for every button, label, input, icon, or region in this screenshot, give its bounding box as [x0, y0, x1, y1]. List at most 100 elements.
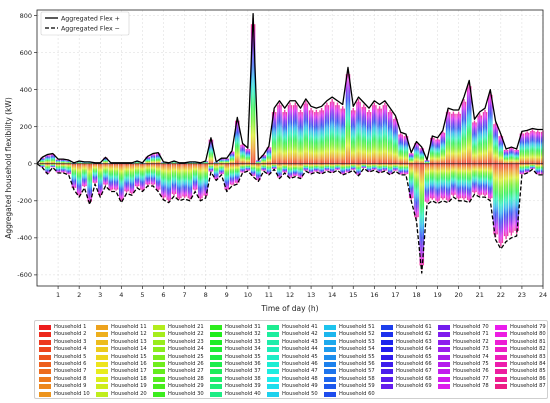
x-tick-label: 16	[370, 291, 378, 299]
legend-label: Household 7	[54, 368, 87, 375]
household-stripe-negative	[399, 163, 402, 175]
household-stripe-negative	[384, 163, 386, 171]
household-stripe-positive	[506, 149, 509, 164]
legend-label: Household 14	[111, 346, 147, 353]
household-stripe-positive	[387, 112, 390, 164]
household-stripe-positive	[257, 160, 260, 164]
legend-label: Household 9	[54, 383, 87, 390]
legend-swatch	[381, 384, 393, 390]
household-stripe-negative	[83, 163, 86, 188]
household-stripe-positive	[335, 105, 337, 164]
household-stripe-negative	[419, 163, 421, 266]
legend-item-household: Household 67	[381, 368, 432, 375]
household-stripe-positive	[231, 151, 233, 164]
household-stripe-negative	[494, 163, 497, 238]
x-tick-label: 6	[161, 291, 165, 299]
household-stripe-negative	[533, 163, 535, 169]
household-stripe-positive	[211, 139, 214, 164]
legend-item-household: Household 5	[39, 354, 86, 361]
household-stripe-positive	[189, 161, 191, 164]
legend-swatch	[96, 362, 108, 367]
household-stripe-negative	[64, 163, 66, 173]
legend-item-household: Household 15	[96, 354, 147, 361]
household-stripe-negative	[335, 163, 337, 170]
household-stripe-negative	[259, 163, 261, 181]
household-stripe-positive	[108, 162, 110, 164]
household-stripe-positive	[227, 158, 230, 164]
legend-swatch	[96, 347, 108, 353]
household-stripe-negative	[380, 163, 382, 173]
household-stripe-negative	[310, 163, 312, 174]
household-stripe-positive	[315, 109, 318, 164]
household-stripe-negative	[431, 163, 434, 200]
household-stripe-positive	[436, 138, 439, 164]
x-tick-label: 22	[497, 291, 505, 299]
legend-label: Household 80	[510, 331, 546, 338]
legend-label: Household 55	[339, 353, 375, 360]
household-stripe-negative	[389, 163, 391, 175]
legend-label: Household 18	[111, 375, 147, 382]
household-stripe-negative	[253, 163, 256, 176]
household-stripe-negative	[201, 163, 203, 199]
household-stripe-negative	[415, 163, 418, 220]
legend-swatch	[438, 332, 450, 338]
legend-label: Household 36	[225, 361, 261, 367]
legend-swatch	[438, 362, 450, 367]
household-stripe-positive	[457, 111, 460, 164]
household-stripe-positive	[226, 158, 228, 164]
household-stripe-negative	[343, 163, 345, 175]
household-stripe-positive	[442, 131, 444, 164]
legend-label: Household 39	[225, 383, 261, 390]
household-stripe-negative	[475, 163, 477, 193]
household-stripe-positive	[401, 134, 403, 164]
household-stripe-negative	[125, 163, 128, 193]
household-stripe-positive	[166, 162, 168, 164]
household-stripe-positive	[217, 162, 219, 164]
legend-item-household: Household 30	[153, 391, 204, 398]
series-lines	[36, 13, 543, 274]
household-stripe-positive	[408, 153, 411, 164]
legend-label: Household 26	[168, 361, 204, 367]
household-stripe-negative	[268, 163, 270, 175]
household-stripe-positive	[76, 161, 79, 164]
household-stripe-negative	[435, 163, 437, 201]
household-stripe-negative	[50, 163, 52, 168]
legend-swatch	[267, 325, 279, 330]
household-stripe-positive	[342, 106, 344, 164]
household-stripe-positive	[438, 139, 440, 164]
household-stripe-positive	[238, 120, 240, 164]
household-stripe-negative	[192, 163, 195, 190]
household-stripe-positive	[391, 112, 393, 164]
household-stripe-positive	[201, 162, 203, 164]
household-stripe-negative	[280, 163, 282, 178]
legend-swatch	[324, 376, 336, 382]
legend-label: Household 15	[111, 353, 147, 360]
household-stripe-positive	[253, 24, 256, 164]
legend-swatch	[96, 354, 108, 360]
x-tick-label: 24	[539, 291, 547, 299]
legend-swatch	[381, 362, 393, 367]
legend-swatch	[324, 332, 336, 338]
household-stripe-negative	[257, 163, 260, 181]
legend-swatch	[39, 332, 51, 338]
household-stripe-positive	[500, 134, 502, 164]
legend-label: Household 48	[282, 375, 318, 382]
household-stripe-negative	[185, 163, 187, 197]
legend-label: Household 87	[510, 383, 546, 390]
household-stripe-positive	[406, 136, 409, 164]
household-stripe-positive	[190, 162, 193, 164]
household-stripe-positive	[264, 155, 266, 164]
legend-item-household: Household 11	[96, 324, 147, 331]
legend-label: Household 52	[339, 331, 375, 338]
legend-label: Household 13	[111, 338, 147, 345]
household-stripe-positive	[252, 18, 254, 164]
household-stripe-negative	[442, 163, 444, 200]
household-stripe-negative	[294, 163, 296, 177]
legend-swatch	[381, 325, 393, 330]
household-stripe-negative	[466, 163, 469, 200]
household-stripe-negative	[178, 163, 181, 200]
household-stripe-positive	[440, 132, 442, 164]
legend-label: Household 30	[168, 390, 204, 397]
household-stripe-negative	[46, 163, 49, 174]
